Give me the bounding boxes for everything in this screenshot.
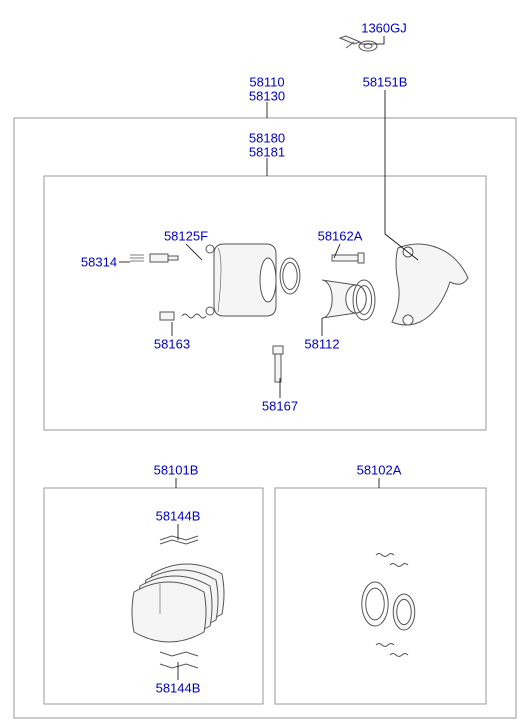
part-guide-pin-bot-head: [273, 346, 283, 354]
label-58151B: 58151B: [363, 75, 408, 90]
part-small-pin-1: [390, 564, 408, 567]
part-spring-163: [182, 314, 206, 318]
label-58144Ba: 58144B: [156, 509, 201, 524]
part-caliper-lug2: [206, 307, 214, 315]
label-58314: 58314: [81, 255, 117, 270]
label-58180: 58180: [249, 131, 285, 146]
part-bleeder-body2: [168, 256, 178, 260]
svg-layer: [0, 0, 530, 727]
part-pad-3: [132, 582, 206, 642]
part-pad-clip-top: [160, 536, 198, 544]
label-58163: 58163: [154, 337, 190, 352]
part-bolt-top-shaft: [346, 42, 354, 48]
part-bleeder-body: [150, 254, 168, 262]
part-caliper-lug1: [206, 245, 214, 253]
label-58112: 58112: [304, 337, 339, 352]
part-seal-inner-in: [397, 599, 411, 624]
label-58130: 58130: [249, 89, 285, 104]
part-small-pin-3: [390, 654, 408, 657]
leader-l-58125F: [186, 244, 202, 260]
label-58144Bb: 58144B: [156, 681, 201, 696]
label-58162A: 58162A: [318, 229, 363, 244]
label-58101B: 58101B: [154, 463, 199, 478]
part-bolt-top: [340, 36, 360, 44]
part-guide-pin-top: [332, 255, 358, 261]
part-pad-clip-bot: [160, 652, 198, 668]
label-1360GJ: 1360GJ: [361, 21, 407, 36]
part-bracket: [392, 244, 468, 325]
label-58102A: 58102A: [357, 463, 402, 478]
part-guide-pin-top-head: [358, 253, 364, 263]
part-small-pin-0: [376, 554, 394, 557]
part-bolt-163: [160, 312, 174, 320]
part-bleeder: [130, 255, 144, 261]
label-58167: 58167: [262, 399, 298, 414]
label-58125F: 58125F: [164, 229, 208, 244]
part-seal-big-in: [366, 588, 384, 620]
part-caliper-bore: [260, 258, 276, 302]
diagram-canvas: 1360GJ 5811058130 58151B 5818058181 58125F 58…: [0, 0, 530, 727]
leader-l-58151B: [385, 90, 418, 260]
label-58110: 58110: [249, 75, 284, 90]
label-58181: 58181: [249, 145, 285, 160]
part-small-pin-2: [376, 644, 394, 647]
border-outer: [14, 118, 516, 718]
part-bracket-h2: [403, 315, 413, 325]
leader-l-1360GJ: [360, 36, 384, 44]
part-seal-ring-in: [283, 263, 297, 290]
part-guide-pin-bot: [275, 354, 281, 382]
border-inner-br: [275, 488, 486, 704]
part-washer-top: [359, 41, 377, 51]
